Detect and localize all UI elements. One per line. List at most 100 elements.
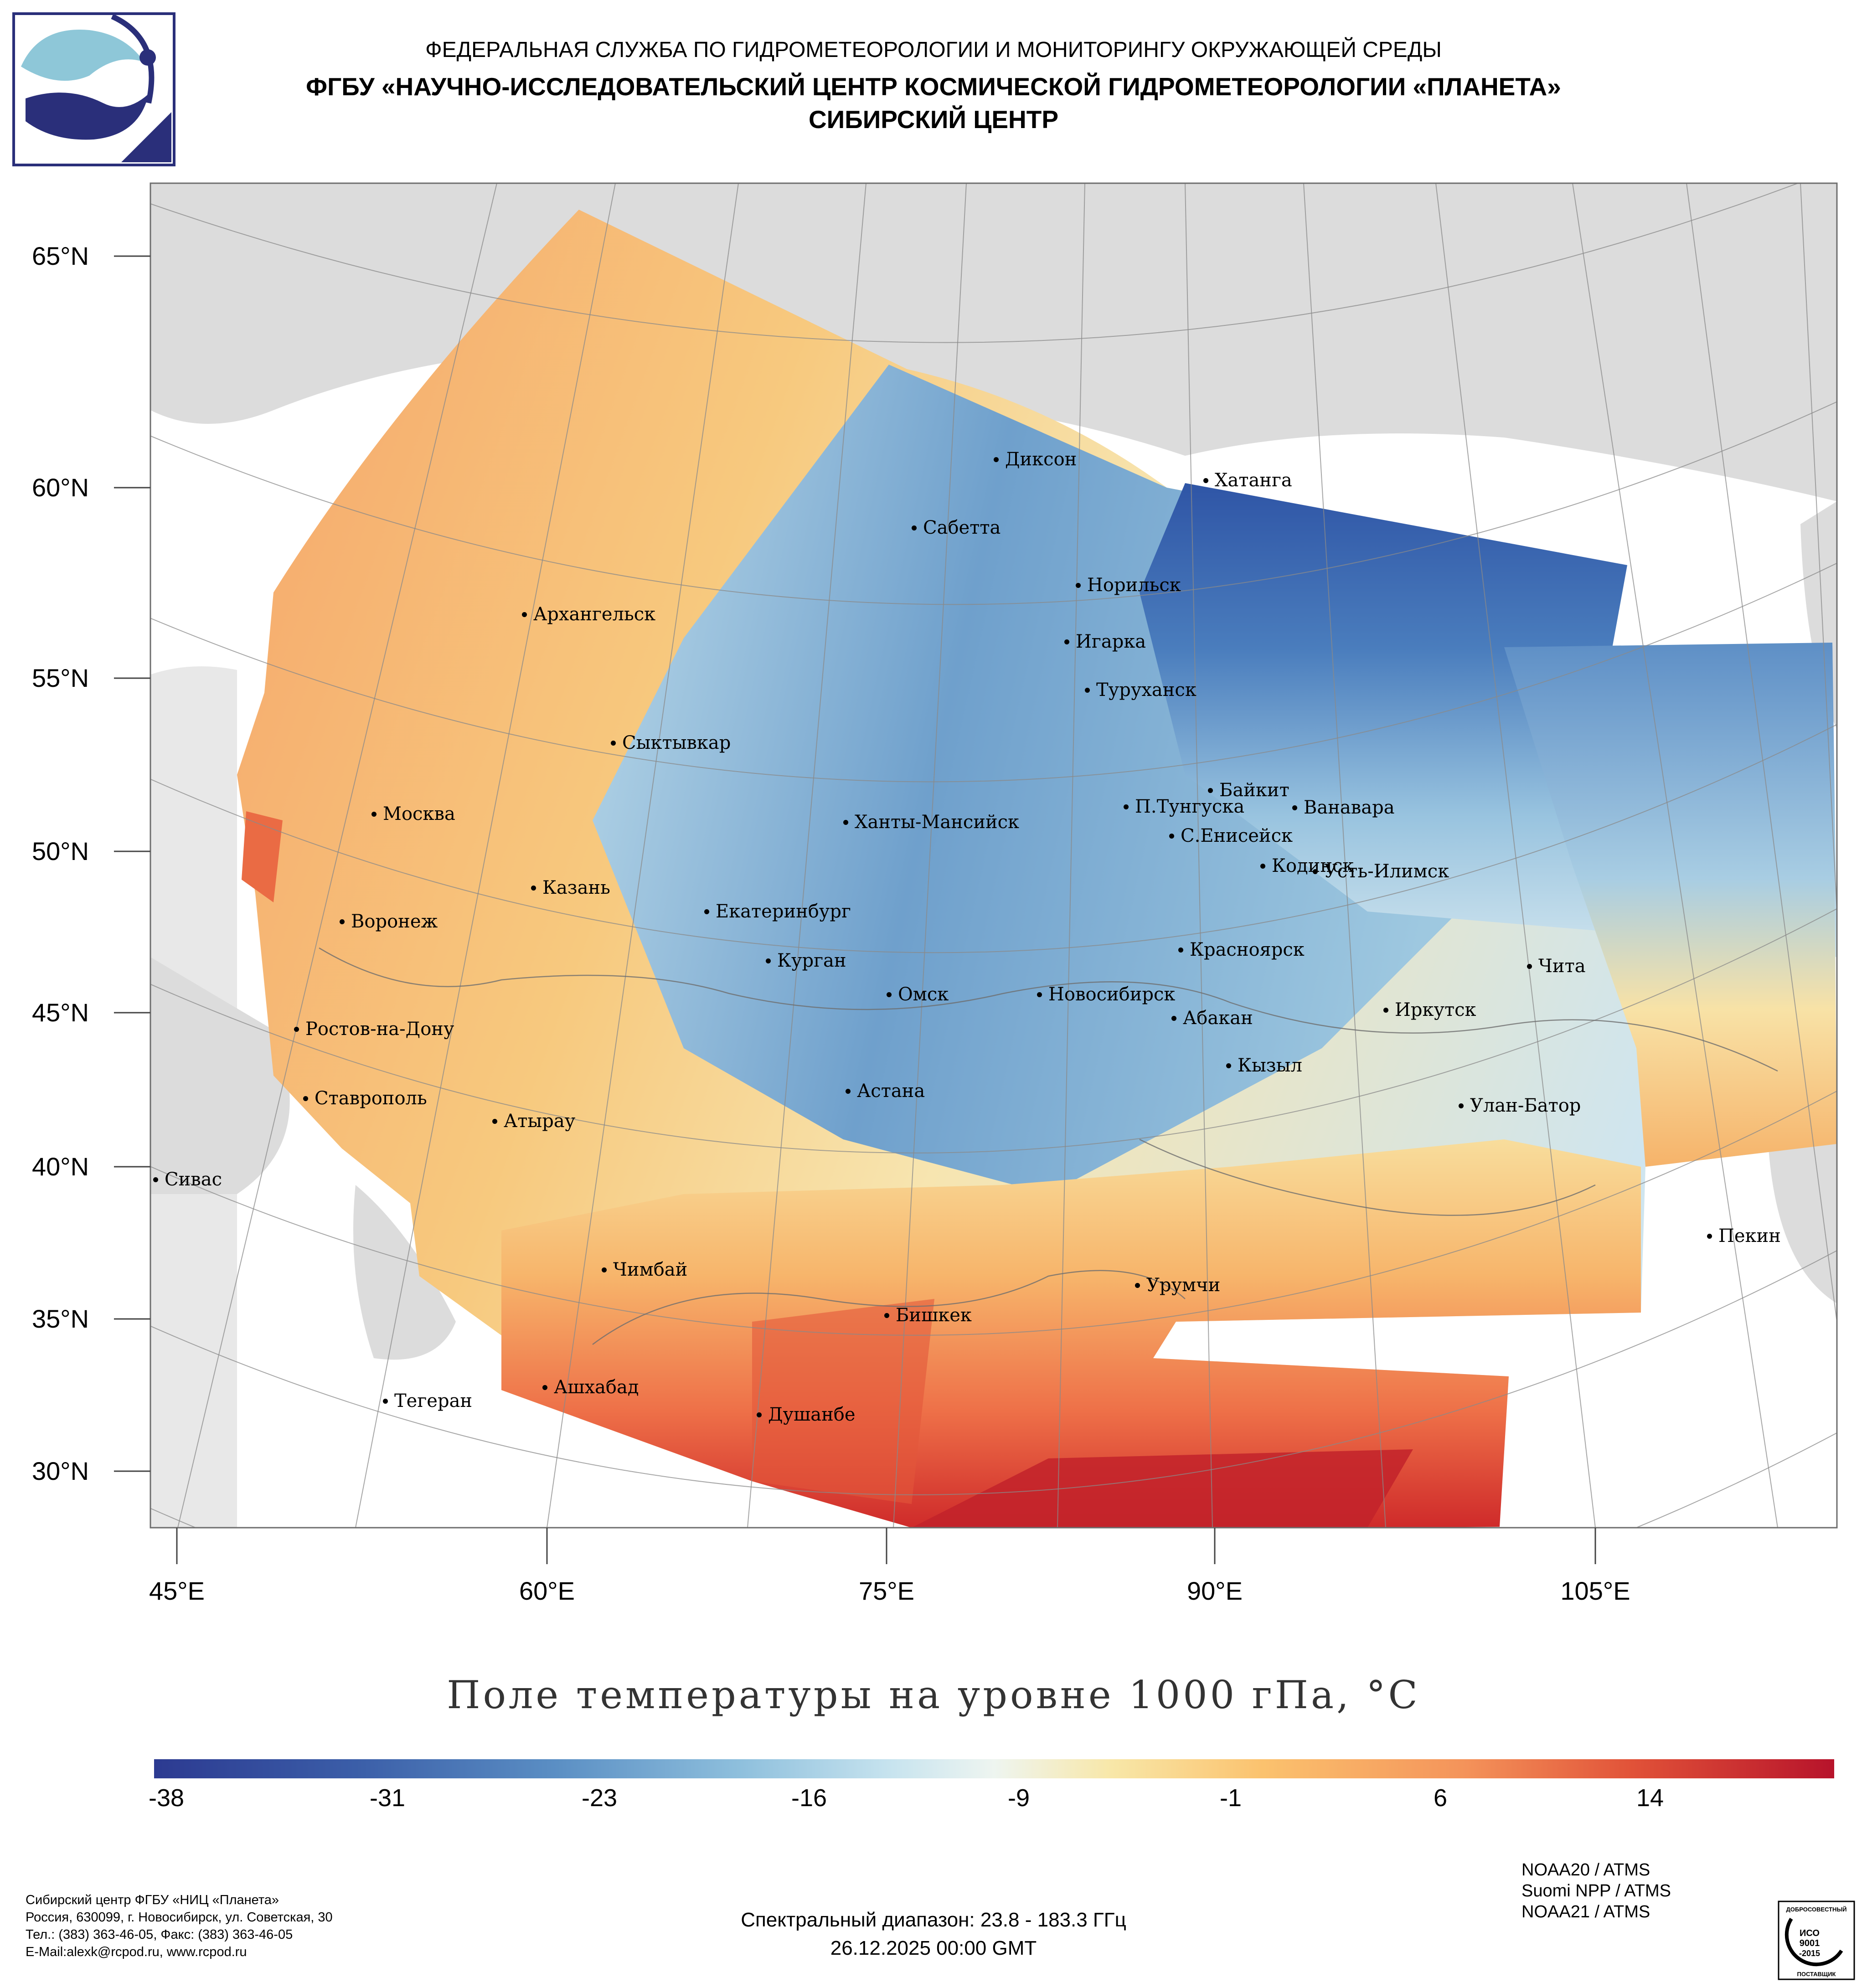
lat-label-45: 45°N [32,998,89,1027]
city-dot [383,1398,388,1404]
city-dot [303,1096,308,1101]
city-name: Туруханск [1096,680,1197,700]
lat-label-60: 60°N [32,473,89,502]
colorbar-tick: -23 [581,1784,618,1812]
city-name: Хатанга [1215,470,1292,491]
instrument-1: NOAA20 / ATMS [1521,1860,1650,1880]
city-name: Омск [898,984,949,1005]
city-name: Сыктывкар [622,732,731,753]
lat-label-30: 30°N [32,1457,89,1485]
city-marker: Воронеж [340,912,438,931]
city-dot [757,1412,762,1417]
svg-text:ПОСТАВЩИК: ПОСТАВЩИК [1797,1971,1836,1978]
city-marker: Омск [887,985,949,1004]
city-marker: Новосибирск [1037,985,1175,1004]
city-marker: Сыктывкар [611,734,731,752]
city-name: Душанбе [768,1404,856,1425]
city-dot [602,1267,607,1272]
lat-label-35: 35°N [32,1304,89,1333]
header-institute: ФГБУ «НАУЧНО-ИССЛЕДОВАТЕЛЬСКИЙ ЦЕНТР КОС… [306,72,1561,101]
city-marker: Архангельск [522,605,655,623]
city-dot [1383,1007,1388,1013]
city-dot [994,457,999,462]
city-dot [1226,1063,1231,1068]
city-marker: Чимбай [602,1261,687,1279]
city-marker: Душанбе [757,1406,856,1424]
city-marker: Сабетта [912,519,1001,537]
city-marker: Тегеран [383,1392,472,1410]
city-dot [542,1385,547,1390]
city-marker: Норильск [1076,576,1181,594]
city-name: Ростов-на-Дону [305,1019,454,1040]
city-name: Чита [1538,956,1586,977]
city-marker: Ставрополь [303,1089,427,1107]
city-marker: Ханты-Мансийск [843,813,1019,831]
city-name: Астана [857,1081,925,1102]
lat-label-40: 40°N [32,1152,89,1181]
city-dot [371,811,376,817]
map-title: Поле температуры на уровне 1000 гПа, °C [447,1673,1420,1717]
city-marker: Абакан [1171,1009,1253,1027]
city-marker: Хатанга [1203,471,1292,489]
city-marker: Туруханск [1085,681,1197,699]
spectral-range: Спектральный диапазон: 23.8 - 183.3 ГГц [741,1909,1126,1931]
city-name: Новосибирск [1048,984,1176,1005]
city-marker: Байкит [1208,781,1289,799]
city-name: Сивас [165,1169,222,1190]
lat-label-50: 50°N [32,837,89,865]
city-dot [1124,804,1129,809]
colorbar [154,1759,1834,1778]
lon-label-45: 45°E [149,1576,205,1605]
city-marker: Москва [371,805,455,823]
svg-text:9001: 9001 [1800,1938,1820,1948]
city-dot [1203,478,1208,483]
colorbar-tick: 14 [1636,1784,1664,1812]
svg-text:ДОБРОСОВЕСТНЫЙ: ДОБРОСОВЕСТНЫЙ [1786,1906,1846,1913]
city-name: Ванавара [1304,797,1395,818]
city-dot [340,919,345,924]
city-name: Ставрополь [315,1088,427,1109]
colorbar-tick: -16 [791,1784,827,1812]
city-dot [1527,963,1532,969]
city-name: Усть-Илимск [1324,861,1449,882]
iso-certificate-badge: ДОБРОСОВЕСТНЫЙ ИСО 9001 -2015 ПОСТАВЩИК [1778,1900,1855,1980]
city-name: Курган [777,950,846,971]
colorbar-tick: -1 [1219,1784,1242,1812]
city-name: Абакан [1183,1008,1253,1029]
svg-text:-2015: -2015 [1799,1949,1820,1958]
city-name: Екатеринбург [716,901,851,922]
footer-address: Россия, 630099, г. Новосибирск, ул. Сове… [26,1910,333,1925]
city-dot [704,909,709,914]
city-marker: Иркутск [1383,1001,1476,1019]
city-marker: Астана [846,1082,925,1100]
city-dot [611,740,616,746]
city-marker: Кызыл [1226,1056,1302,1075]
city-marker: Чита [1527,957,1586,975]
lon-label-75: 75°E [858,1576,915,1605]
city-name: Воронеж [351,911,438,932]
city-name: Тегеран [394,1391,473,1411]
city-marker: Казань [531,879,610,897]
city-dot [1076,582,1081,588]
instrument-2: Suomi NPP / ATMS [1521,1881,1671,1900]
city-dot [846,1088,851,1094]
city-dot [1169,833,1174,839]
city-dot [1292,805,1297,810]
lon-label-60: 60°E [519,1576,575,1605]
city-marker: Сивас [153,1170,222,1189]
city-name: Архангельск [533,604,656,625]
city-marker: Бишкек [884,1306,972,1324]
city-name: Урумчи [1146,1275,1221,1296]
city-dot [1260,863,1265,869]
city-dot [1208,788,1213,793]
city-dot [887,992,892,997]
lon-label-90: 90°E [1186,1576,1243,1605]
city-name: С.Енисейск [1181,825,1293,846]
city-marker: Урумчи [1135,1276,1220,1294]
temperature-map [114,182,1838,1564]
city-marker: Усть-Илимск [1313,862,1449,881]
city-name: Ханты-Мансийск [855,812,1020,833]
colorbar-tick: -31 [369,1784,406,1812]
city-name: Диксон [1005,449,1077,470]
city-dot [153,1177,158,1182]
